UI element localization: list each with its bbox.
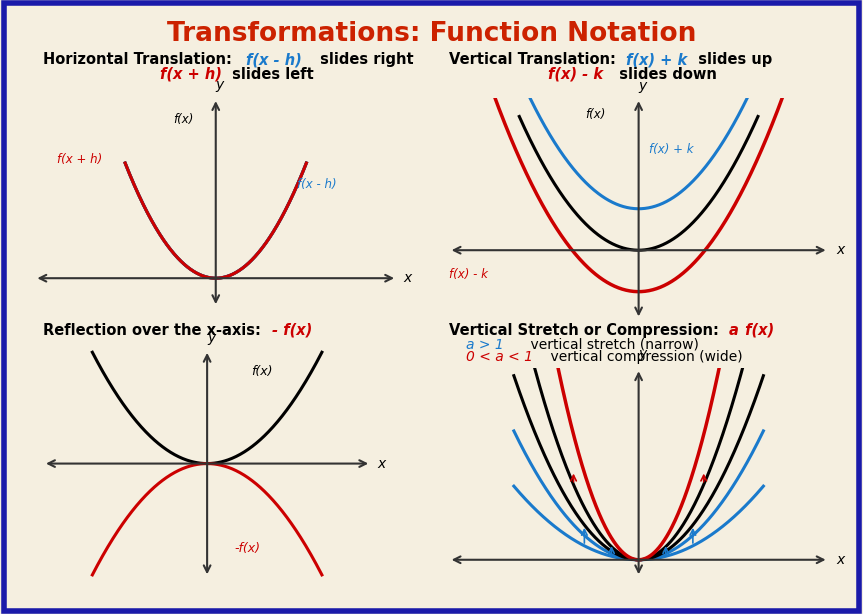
Text: f(x - h): f(x - h) [246,52,302,68]
Text: y: y [639,79,647,93]
Text: vertical stretch (narrow): vertical stretch (narrow) [513,338,699,352]
Text: f(x): f(x) [740,322,775,338]
Text: Transformations: Function Notation: Transformations: Function Notation [167,21,696,47]
Text: 0 < a < 1: 0 < a < 1 [466,350,533,364]
Text: f(x - h): f(x - h) [297,178,337,191]
Text: slides up: slides up [688,52,772,68]
Text: y: y [215,78,224,91]
Text: f(x): f(x) [586,107,606,120]
Text: y: y [639,348,647,362]
Text: Reflection over the x-axis:: Reflection over the x-axis: [43,322,261,338]
Text: y: y [207,332,216,346]
Text: f(x): f(x) [251,365,273,378]
Text: f(x) - k: f(x) - k [548,66,603,82]
Text: a > 1: a > 1 [466,338,504,352]
Text: f(x) - k: f(x) - k [449,268,488,281]
Text: slides left: slides left [227,66,314,82]
Text: x: x [378,457,386,470]
Text: a: a [729,322,739,338]
Text: f(x): f(x) [173,114,193,126]
Text: f(x) + k: f(x) + k [626,52,687,68]
Text: slides down: slides down [609,66,717,82]
Text: Vertical Stretch or Compression:: Vertical Stretch or Compression: [449,322,719,338]
Text: f(x) + k: f(x) + k [650,144,694,157]
Text: f(x + h): f(x + h) [160,66,222,82]
Text: x: x [836,243,845,257]
Text: slides right: slides right [315,52,413,68]
Text: x: x [836,553,845,567]
Text: - f(x): - f(x) [272,322,312,338]
Text: -f(x): -f(x) [235,542,261,555]
Text: Horizontal Translation:: Horizontal Translation: [43,52,232,68]
Text: Vertical Translation:: Vertical Translation: [449,52,615,68]
Text: x: x [404,271,412,286]
Text: f(x + h): f(x + h) [57,153,103,166]
Text: vertical compression (wide): vertical compression (wide) [533,350,743,364]
